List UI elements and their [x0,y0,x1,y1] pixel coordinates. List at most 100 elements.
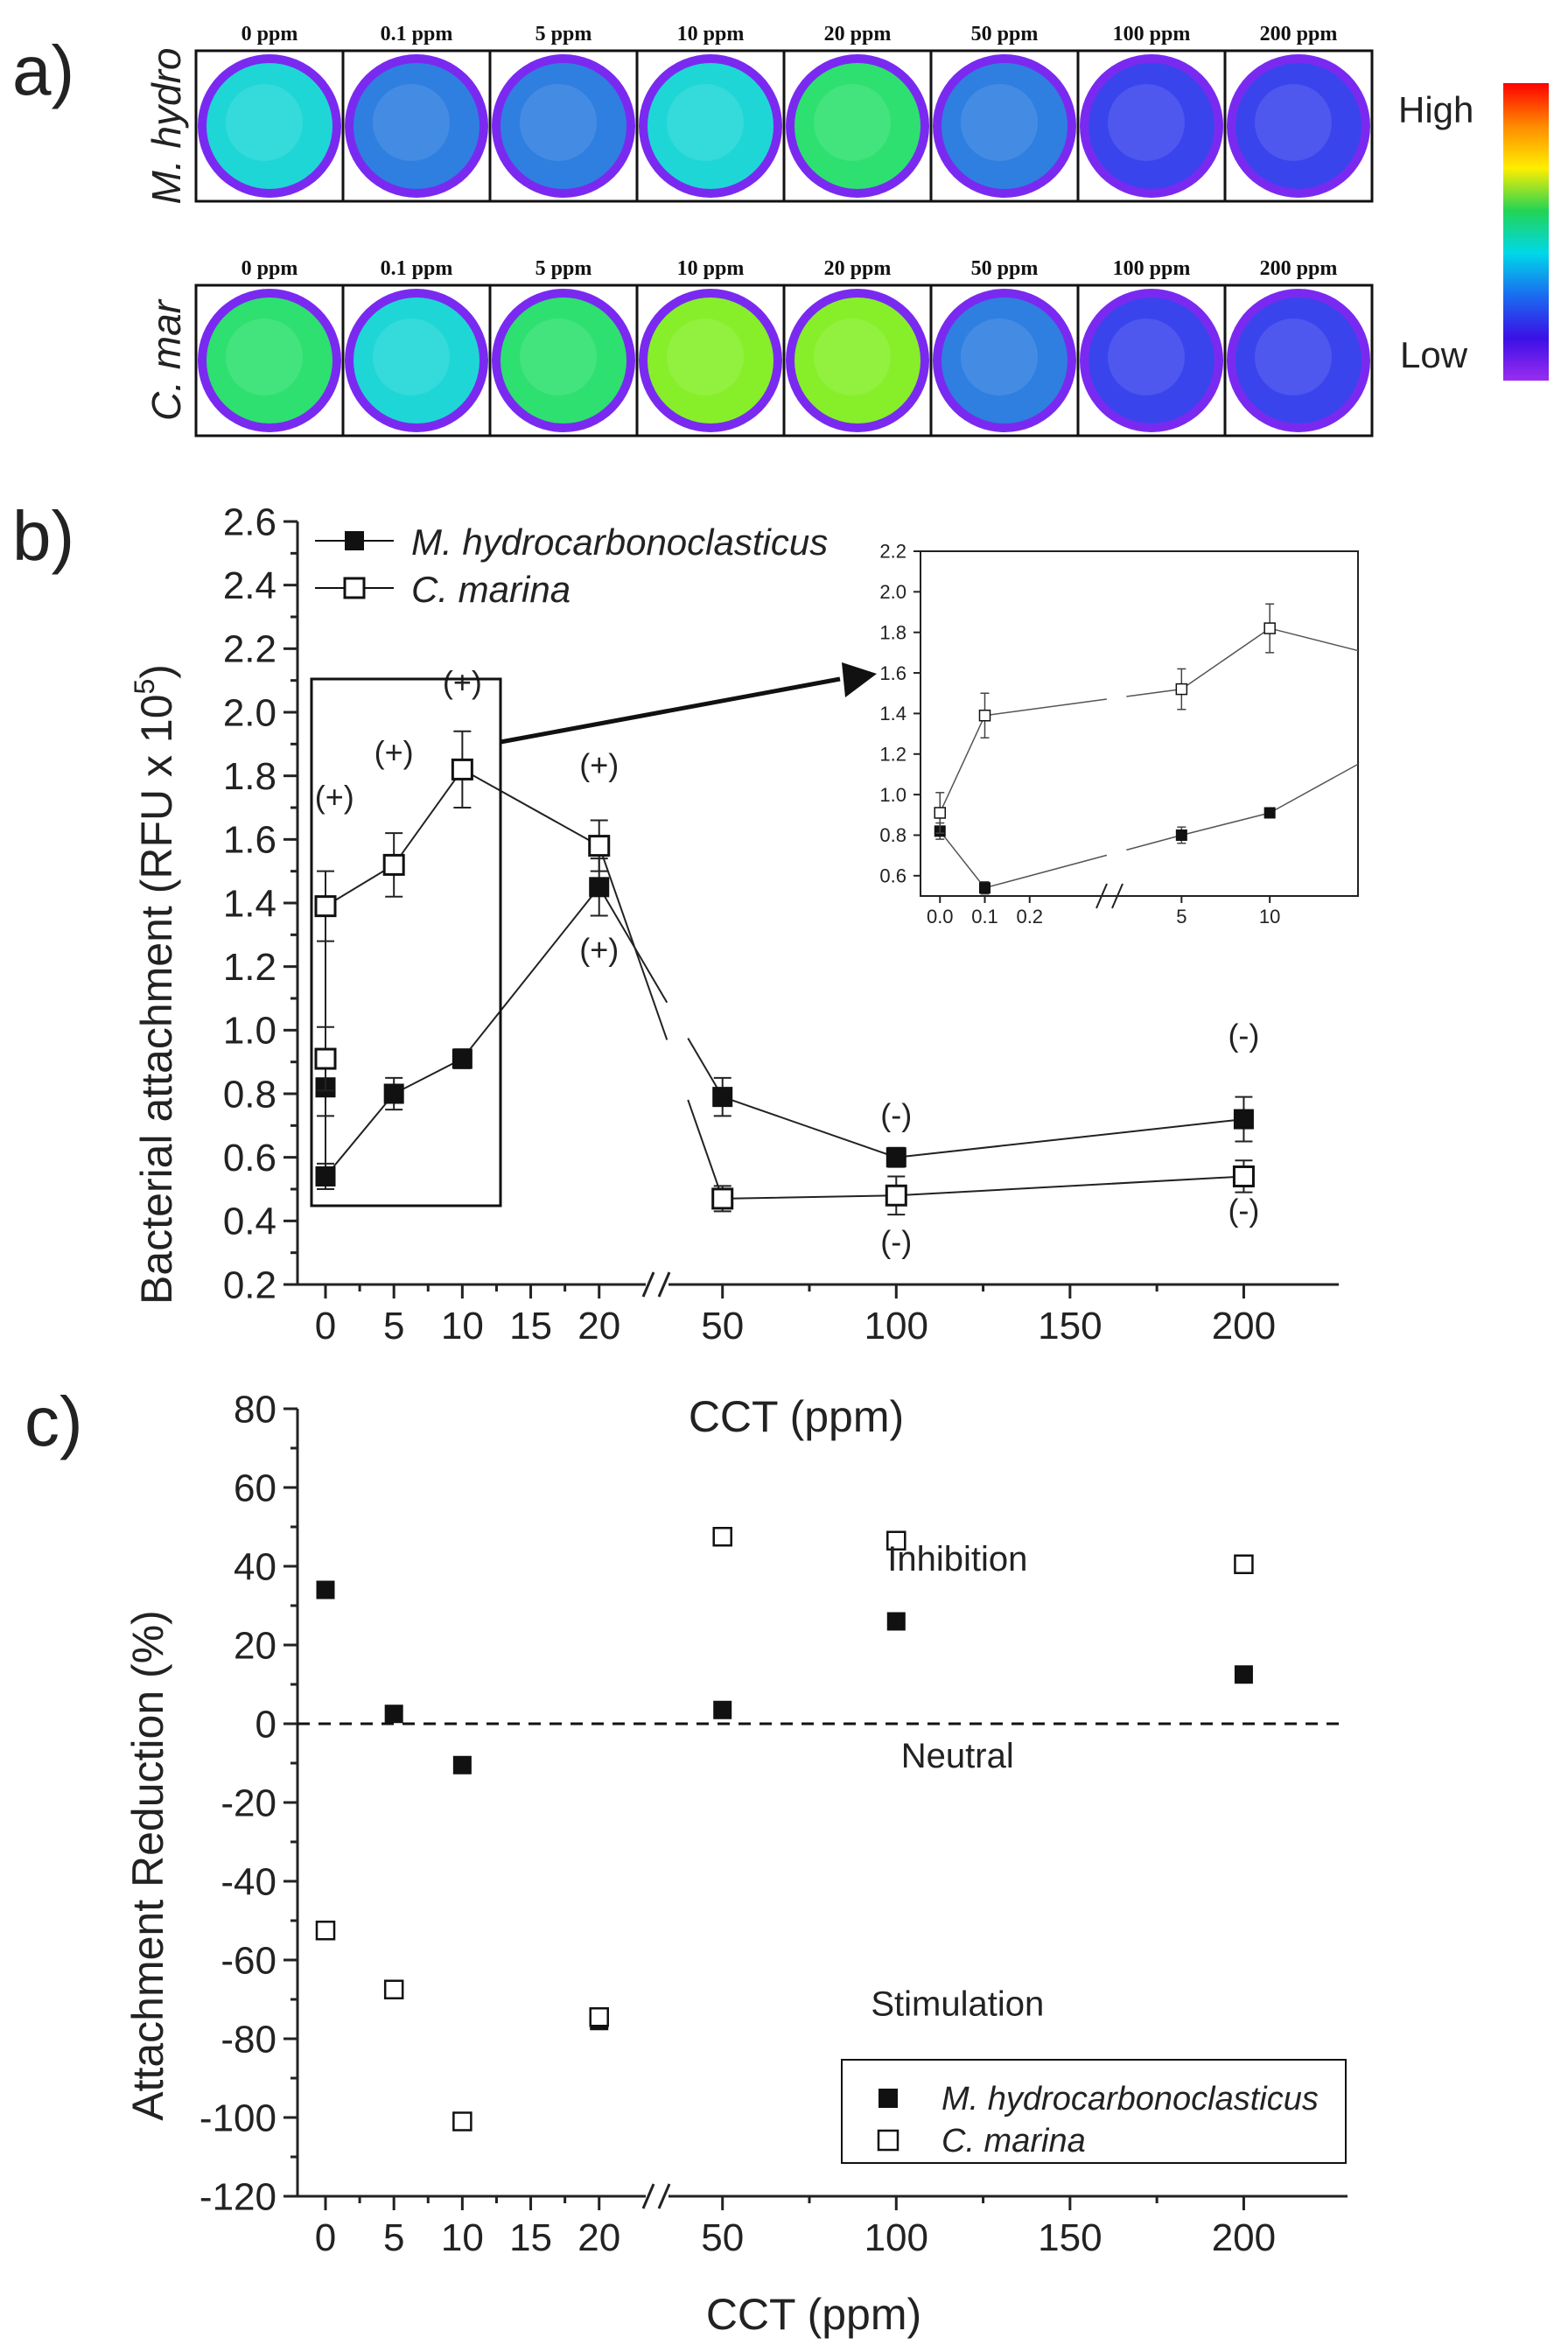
panel-a: a) M. hydro C. mar 0 ppm 0.1 ppm 5 ppm 10 pp… [12,23,1549,438]
well-conc-label: 200 ppm [1260,257,1338,280]
legend-c-c-marina: C. marina [942,2123,1086,2160]
y-tick-label: 0.8 [223,1073,276,1116]
marker-c-marina [314,895,337,918]
well-conc-label: 20 ppm [824,23,892,46]
series-line-0 [325,886,600,1180]
inset-line [1126,688,1182,697]
inset-line [1180,627,1270,690]
inset-line [1269,763,1359,814]
y-tick-label: 1.8 [879,621,906,643]
well-deepblue [1088,63,1214,189]
x-tick-label: 50 [701,1305,744,1348]
marker-c-marina [711,1187,734,1210]
legend-c-m-hydro: M. hydrocarbonoclasticus [942,2081,1319,2118]
y-tick-label: 80 [234,1388,276,1431]
colorbar-high-label: High [1398,89,1474,130]
x-tick-label: 100 [864,1305,928,1348]
y-tick-label: 1.4 [879,703,906,724]
series-line-1 [598,845,668,1040]
well-cyan [354,298,480,424]
significance-mark: (+) [579,931,619,967]
inset-line [1126,834,1182,851]
significance-mark: (+) [443,664,482,700]
marker-m-hydro [1233,1109,1254,1130]
zoom-arrow [500,676,841,745]
colorbar-low-label: Low [1400,334,1468,375]
inset-line [984,854,1108,889]
y-tick-label: 1.8 [223,755,276,798]
marker-c-marina [451,758,473,780]
axis-break-mark [657,2183,671,2209]
y-tick-label: 2.4 [223,564,276,607]
series-line-0 [722,1096,1244,1158]
b-ylabel-main: Bacterial attachment (RFU x 10 [132,694,181,1305]
significance-mark: (-) [1228,1018,1259,1054]
y-tick-label: 1.0 [223,1010,276,1053]
x-tick-label: 200 [1212,1305,1276,1348]
y-tick-label: 0 [256,1703,276,1746]
well-green [794,63,920,189]
significance-mark: (+) [315,779,354,815]
y-tick-label: 0.8 [879,824,906,846]
inset-marker-c-marina [1175,682,1188,696]
well-highlight [520,84,597,161]
well-conc-label: 50 ppm [971,257,1039,280]
well-conc-label: 100 ppm [1113,257,1191,280]
inset-marker-m-hydro [1264,807,1276,819]
well-row-label: C. mar [144,298,189,421]
well-cyan [206,63,332,189]
y-tick-label: -100 [200,2096,276,2139]
y-tick-label: 60 [234,1466,276,1509]
well-conc-label: 0 ppm [242,23,298,46]
legend-b-marker-open [343,577,366,599]
y-tick-label: 1.2 [223,946,276,989]
significance-mark: (+) [579,747,619,783]
well-highlight [814,84,891,161]
point-m-hydro [713,1700,732,1719]
inset-line [939,830,986,889]
well-deepblue [1236,298,1362,424]
well-cyan [648,63,774,189]
inset-marker-m-hydro [1175,829,1187,841]
c-xlabel: CCT (ppm) [706,2290,921,2339]
panel-c-label: c) [24,1382,83,1460]
x-tick-label: 0 [315,1305,336,1348]
point-c-marina [452,2111,472,2132]
y-tick-label: 0.2 [223,1264,276,1306]
point-c-marina [886,1530,906,1550]
well-highlight [961,84,1038,161]
zoom-arrowhead [842,662,877,697]
y-tick-label: 0.4 [223,1200,276,1243]
marker-c-marina [588,835,611,858]
well-conc-label: 10 ppm [677,257,745,280]
well-highlight [1108,318,1185,396]
well-conc-label: 0.1 ppm [381,23,453,46]
x-tick-label: 0.1 [971,906,998,928]
inset-line [1181,812,1270,836]
x-tick-label: 15 [509,2216,552,2259]
y-tick-label: 2.0 [879,581,906,603]
point-c-marina [315,1921,336,1941]
well-blue [354,63,480,189]
well-conc-label: 100 ppm [1113,23,1191,46]
well-conc-label: 5 ppm [536,23,592,46]
colorbar-gradient [1503,83,1549,381]
y-tick-label: -60 [220,1939,276,1982]
inset-marker-m-hydro [979,882,990,894]
well-conc-label: 0.1 ppm [381,257,453,280]
inset-frame [920,550,1359,897]
marker-c-marina [382,853,405,876]
region-label: Neutral [901,1737,1014,1775]
legend-b: M. hydrocarbonoclasticus C. marina [315,522,828,610]
x-tick-label: 200 [1212,2216,1276,2259]
point-m-hydro [316,1580,335,1600]
inset-line [939,715,986,814]
x-tick-label: 20 [578,2216,620,2259]
legend-b-c-marina: C. marina [411,569,570,610]
well-deepblue [1236,63,1362,189]
well-highlight [961,318,1038,396]
y-tick-label: 2.2 [879,541,906,563]
point-c-marina [383,1979,404,1999]
marker-m-hydro [383,1083,404,1104]
y-tick-label: 0.6 [879,865,906,887]
